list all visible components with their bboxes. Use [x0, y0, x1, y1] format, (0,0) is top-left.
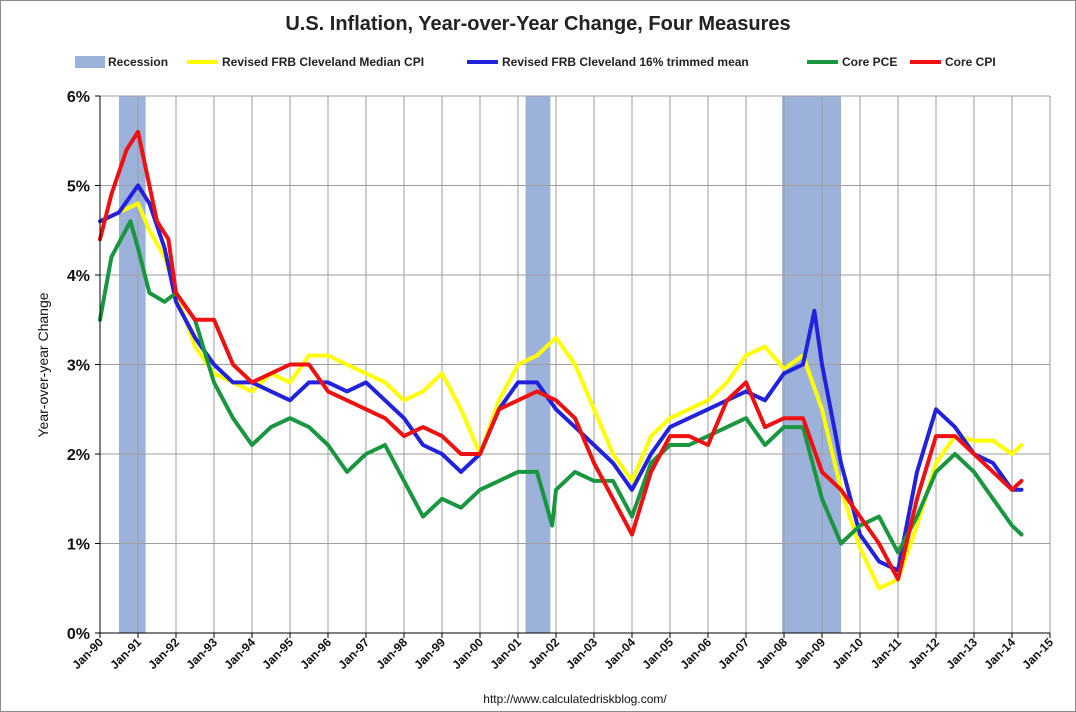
x-tick-label-11: Jan-01 [487, 635, 524, 672]
x-tick-label-4: Jan-94 [221, 635, 258, 672]
x-tick-label-19: Jan-09 [791, 635, 828, 672]
y-tick-label-2: 2% [67, 447, 90, 464]
x-tick-label-8: Jan-98 [373, 635, 410, 672]
series-line-1 [98, 183, 1024, 573]
x-tick-label-17: Jan-07 [715, 635, 752, 672]
x-tick-label-23: Jan-13 [943, 635, 980, 672]
x-tick-label-16: Jan-06 [677, 635, 714, 672]
x-tick-label-2: Jan-92 [145, 635, 182, 672]
series-lines [98, 129, 1024, 591]
x-tick-label-15: Jan-05 [639, 635, 676, 672]
x-tick-label-5: Jan-95 [259, 635, 296, 672]
series-line-0 [98, 201, 1024, 591]
legend-label-trimmed-mean: Revised FRB Cleveland 16% trimmed mean [502, 55, 749, 69]
legend-label-core-cpi: Core CPI [945, 55, 996, 69]
x-tick-label-1: Jan-91 [107, 635, 144, 672]
x-tick-label-21: Jan-11 [868, 635, 905, 672]
y-tick-label-4: 4% [67, 268, 90, 285]
y-tick-label-3: 3% [67, 358, 90, 375]
y-tick-label-5: 5% [67, 179, 90, 196]
x-tick-label-12: Jan-02 [525, 635, 562, 672]
series-line-3 [98, 129, 1024, 582]
x-tick-label-22: Jan-12 [905, 635, 942, 672]
x-tick-label-20: Jan-10 [829, 635, 866, 672]
y-tick-label-6: 6% [67, 89, 90, 106]
chart-title: U.S. Inflation, Year-over-Year Change, F… [285, 13, 790, 35]
source-url: http://www.calculatedriskblog.com/ [483, 692, 667, 706]
x-tick-label-3: Jan-93 [183, 635, 220, 672]
x-tick-label-10: Jan-00 [449, 635, 486, 672]
x-tick-label-18: Jan-08 [753, 635, 790, 672]
y-tick-label-1: 1% [67, 537, 90, 554]
x-tick-label-14: Jan-04 [601, 635, 638, 672]
x-tick-label-13: Jan-03 [563, 635, 600, 672]
x-tick-label-9: Jan-99 [411, 635, 448, 672]
legend-label-median-cpi: Revised FRB Cleveland Median CPI [222, 55, 424, 69]
x-tick-label-6: Jan-96 [297, 635, 334, 672]
x-tick-label-24: Jan-14 [981, 635, 1018, 672]
y-tick-label-0: 0% [67, 626, 90, 643]
legend-swatch-recession [75, 56, 105, 68]
x-tick-label-7: Jan-97 [335, 635, 372, 672]
legend: Recession Revised FRB Cleveland Median C… [75, 55, 996, 69]
legend-label-recession: Recession [108, 55, 168, 69]
x-tick-label-25: Jan-15 [1019, 635, 1056, 672]
legend-label-core-pce: Core PCE [842, 55, 897, 69]
y-axis-label: Year-over-year Change [35, 292, 51, 437]
